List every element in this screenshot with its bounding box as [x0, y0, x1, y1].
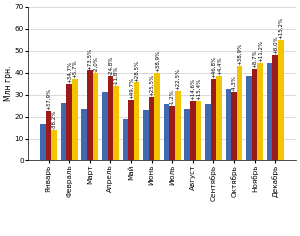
Bar: [184, 109, 190, 160]
Text: -24,8%: -24,8%: [108, 56, 113, 75]
Text: +8,0%: +8,0%: [273, 35, 278, 54]
Text: -1,2%: -1,2%: [170, 89, 175, 105]
Bar: [190, 101, 196, 160]
Bar: [40, 124, 46, 160]
Text: -2,0%: -2,0%: [93, 56, 98, 72]
Text: +15,2%: +15,2%: [279, 17, 283, 39]
Bar: [252, 69, 257, 160]
Text: -11,8%: -11,8%: [114, 66, 119, 85]
Bar: [81, 109, 87, 160]
Bar: [154, 73, 160, 160]
Text: +28,5%: +28,5%: [134, 59, 140, 82]
Text: +73,5%: +73,5%: [88, 47, 92, 70]
Bar: [102, 92, 107, 160]
Bar: [278, 40, 284, 160]
Text: +38,9%: +38,9%: [237, 43, 242, 65]
Text: +49,7%: +49,7%: [129, 77, 134, 99]
Bar: [216, 76, 222, 160]
Bar: [108, 76, 113, 160]
Bar: [134, 82, 140, 160]
Text: +46,8%: +46,8%: [211, 56, 216, 78]
Bar: [93, 73, 98, 160]
Bar: [169, 105, 175, 160]
Text: +37,9%: +37,9%: [46, 88, 51, 110]
Text: +15,4%: +15,4%: [196, 78, 201, 100]
Text: +8,7%: +8,7%: [252, 50, 257, 68]
Bar: [272, 55, 278, 160]
Text: +34,7%: +34,7%: [67, 61, 72, 83]
Text: +5,7%: +5,7%: [73, 60, 78, 78]
Bar: [237, 66, 242, 160]
Bar: [175, 91, 181, 160]
Bar: [113, 86, 119, 160]
Text: +25,5%: +25,5%: [149, 74, 154, 96]
Text: +4,4%: +4,4%: [217, 56, 222, 75]
Bar: [196, 101, 201, 160]
Bar: [123, 119, 128, 160]
Bar: [211, 79, 216, 160]
Bar: [72, 79, 78, 160]
Bar: [149, 97, 155, 160]
Bar: [143, 110, 149, 160]
Bar: [128, 100, 134, 160]
Bar: [267, 63, 272, 160]
Text: -38,2%: -38,2%: [52, 110, 57, 129]
Text: +22,5%: +22,5%: [176, 68, 181, 90]
Bar: [52, 130, 57, 160]
Bar: [246, 76, 252, 160]
Bar: [231, 92, 237, 160]
Text: +14,6%: +14,6%: [190, 78, 196, 100]
Bar: [87, 70, 93, 160]
Bar: [164, 105, 169, 160]
Text: +11,2%: +11,2%: [258, 40, 263, 62]
Bar: [66, 84, 72, 160]
Bar: [226, 89, 231, 160]
Text: +38,9%: +38,9%: [155, 50, 160, 72]
Bar: [205, 105, 211, 160]
Text: -4,3%: -4,3%: [232, 76, 237, 92]
Bar: [46, 111, 51, 160]
Y-axis label: Млн грн.: Млн грн.: [4, 66, 13, 101]
Bar: [257, 63, 263, 160]
Bar: [61, 103, 66, 160]
